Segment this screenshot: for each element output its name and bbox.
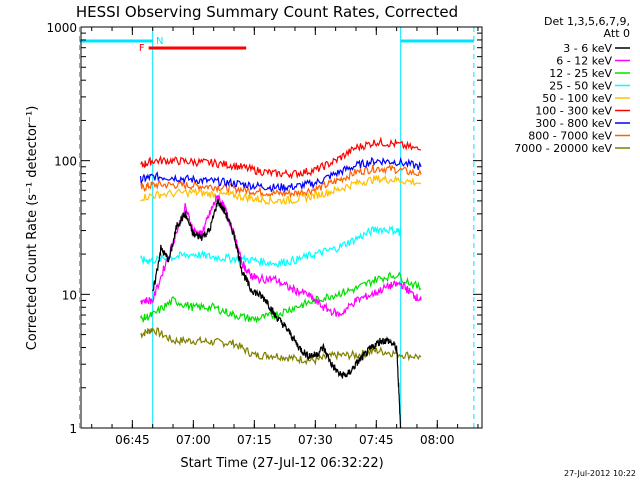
y-axis-label: Corrected Count Rate (s⁻¹ detector⁻¹) (25, 106, 40, 351)
series-group (139, 136, 422, 429)
x-tick-label: 07:30 (298, 433, 333, 447)
series-line (140, 327, 422, 366)
series-line (139, 156, 422, 193)
series-line (152, 199, 402, 429)
y-tick-label: 10 (62, 288, 77, 302)
legend-entry-label: 50 - 100 keV (542, 92, 612, 105)
series-line (139, 271, 422, 324)
generation-timestamp: 27-Jul-2012 10:22 (564, 469, 636, 478)
x-tick-label: 07:45 (359, 433, 394, 447)
series-line (139, 224, 402, 269)
y-tick-label: 1 (69, 422, 77, 436)
chart-title: HESSI Observing Summary Count Rates, Cor… (76, 3, 458, 21)
x-tick-label: 08:00 (420, 433, 455, 447)
x-axis-label: Start Time (27-Jul-12 06:32:22) (180, 456, 383, 471)
series-line (140, 163, 422, 199)
flare-flag-label: F (139, 43, 145, 54)
legend-entry-label: 800 - 7000 keV (528, 130, 612, 143)
series-line (139, 194, 422, 317)
x-tick-label: 06:45 (115, 433, 150, 447)
series-line (140, 136, 422, 180)
legend-entry-label: 25 - 50 keV (549, 80, 612, 93)
legend-entry-label: 3 - 6 keV (563, 42, 612, 55)
axes-group: 06:45 07:00 07:15 07:30 07:45 08:00 1 10 100 1000 (46, 21, 482, 447)
legend-entry-label: 100 - 300 keV (535, 105, 612, 118)
legend-entry-label: 6 - 12 keV (556, 55, 612, 68)
series-line (140, 174, 422, 206)
legend-entry-label: 300 - 800 keV (535, 117, 612, 130)
legend-header-attenuator: Att 0 (604, 27, 630, 40)
legend-entry-label: 12 - 25 keV (549, 67, 612, 80)
x-tick-label: 07:15 (237, 433, 272, 447)
x-tick-label: 07:00 (176, 433, 211, 447)
night-flag-label: N (156, 36, 163, 47)
plot-area: FN (79, 27, 475, 428)
y-tick-label: 100 (54, 155, 77, 169)
plot-frame (80, 26, 483, 429)
legend-entry-label: 7000 - 20000 keV (514, 142, 612, 155)
legend-header-detectors: Det 1,3,5,6,7,9, (544, 15, 630, 28)
y-tick-label: 1000 (46, 21, 77, 35)
